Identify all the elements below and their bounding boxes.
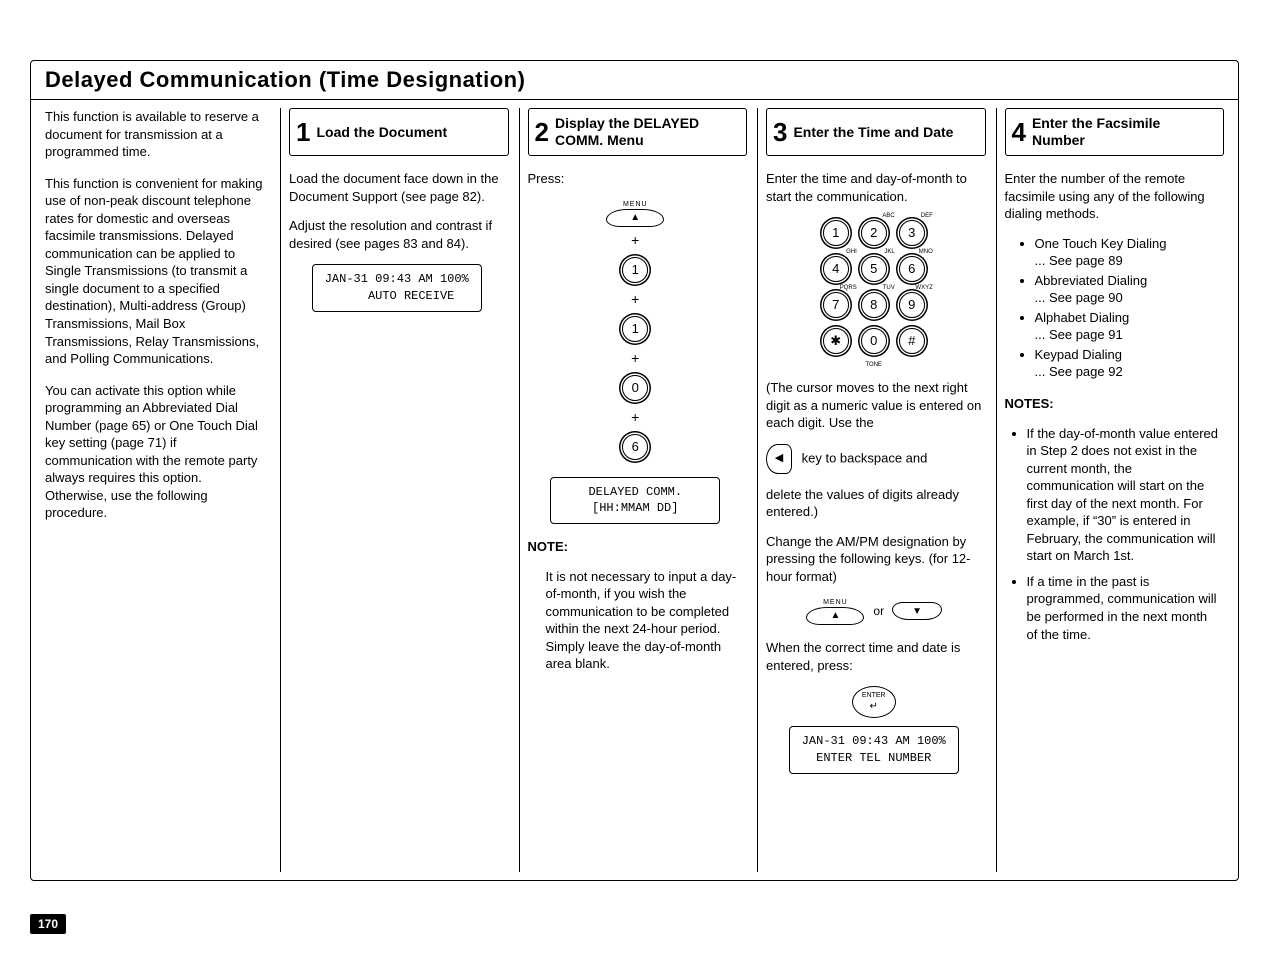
- key-0-icon: 0: [861, 328, 887, 354]
- step1-lcd: JAN-31 09:43 AM 100% AUTO RECEIVE: [312, 264, 482, 312]
- menu-button-icon: MENU ▲: [605, 200, 665, 227]
- step-2-header: 2 Display the DELAYED COMM. Menu: [528, 108, 748, 156]
- key-9-icon: 9WXYZ: [899, 292, 925, 318]
- list-item: Alphabet Dialing... See page 91: [1035, 309, 1221, 344]
- title-row: Delayed Communication (Time Designation): [31, 61, 1238, 100]
- step-4-number: 4: [1012, 119, 1026, 145]
- step4-p1: Enter the number of the remote facsimile…: [1005, 170, 1221, 223]
- key-2-icon: 2ABC: [861, 220, 887, 246]
- menu-label: MENU: [605, 200, 665, 209]
- step2-key-stack: MENU ▲ + 1 + 1 + 0 + 6: [528, 200, 744, 463]
- menu-button-icon: MENU ▲: [805, 598, 865, 625]
- step-1-number: 1: [296, 119, 310, 145]
- key-star-icon: ✱: [823, 328, 849, 354]
- step-2-column: 2 Display the DELAYED COMM. Menu Press: …: [519, 108, 748, 872]
- step3-p2: (The cursor moves to the next right digi…: [766, 379, 982, 432]
- list-item: Keypad Dialing... See page 92: [1035, 346, 1221, 381]
- menu-nav-row: MENU ▲ or ▼: [766, 598, 982, 625]
- notes-list: If the day-of-month value entered in Ste…: [1005, 425, 1221, 644]
- key-6-icon: 6MNO: [899, 256, 925, 282]
- plus-icon: +: [631, 231, 639, 250]
- manual-page-frame: Delayed Communication (Time Designation)…: [30, 60, 1239, 881]
- step-1-header: 1 Load the Document: [289, 108, 509, 156]
- step-4-column: 4 Enter the Facsimile Number Enter the n…: [996, 108, 1225, 872]
- step-1-title: Load the Document: [316, 124, 447, 141]
- step3-p3: key to backspace and: [802, 450, 928, 465]
- key-6-icon: 6: [622, 434, 648, 460]
- step-2-body: Press: MENU ▲ + 1 + 1 + 0 + 6 DELAYED CO…: [528, 170, 748, 685]
- or-text: or: [873, 603, 884, 619]
- step-3-body: Enter the time and day-of-month to start…: [766, 170, 986, 788]
- key-1-icon: 1: [823, 220, 849, 246]
- list-item: If a time in the past is programmed, com…: [1027, 573, 1221, 643]
- menu-label: MENU: [805, 598, 865, 607]
- key-5-icon: 5JKL: [861, 256, 887, 282]
- menu-up-icon: ▲: [806, 607, 864, 625]
- step-4-header: 4 Enter the Facsimile Number: [1005, 108, 1225, 156]
- key-hash-icon: #: [899, 328, 925, 354]
- list-item: If the day-of-month value entered in Ste…: [1027, 425, 1221, 565]
- tone-label: TONE: [766, 361, 982, 369]
- step3-p4: delete the values of digits already ente…: [766, 486, 982, 521]
- left-arrow-key-icon: ◀: [766, 444, 792, 474]
- menu-up-icon: ▲: [606, 209, 664, 227]
- key-7-icon: 7PQRS: [823, 292, 849, 318]
- list-item: One Touch Key Dialing... See page 89: [1035, 235, 1221, 270]
- step2-p1: Press:: [528, 170, 744, 188]
- dial-methods-list: One Touch Key Dialing... See page 89 Abb…: [1005, 235, 1221, 381]
- enter-button-icon: ENTER ↵: [852, 686, 896, 718]
- step-2-title: Display the DELAYED COMM. Menu: [555, 115, 740, 149]
- key-8-icon: 8TUV: [861, 292, 887, 318]
- key-4-icon: 4GHI: [823, 256, 849, 282]
- step3-p6: When the correct time and date is entere…: [766, 639, 982, 674]
- page-number: 170: [30, 914, 66, 934]
- step-3-header: 3 Enter the Time and Date: [766, 108, 986, 156]
- step3-p5: Change the AM/PM designation by pressing…: [766, 533, 982, 586]
- intro-p2: This function is convenient for making u…: [45, 175, 264, 368]
- key-0-icon: 0: [622, 375, 648, 401]
- step1-p2: Adjust the resolution and contrast if de…: [289, 217, 505, 252]
- plus-icon: +: [631, 349, 639, 368]
- step4-notes-heading: NOTES:: [1005, 395, 1221, 413]
- step-1-body: Load the document face down in the Docum…: [289, 170, 509, 326]
- step-2-number: 2: [535, 119, 549, 145]
- numeric-keypad-icon: 1 2ABC 3DEF 4GHI 5JKL 6MNO 7PQRS 8TUV 9W…: [766, 217, 982, 357]
- key-1-icon: 1: [622, 257, 648, 283]
- plus-icon: +: [631, 290, 639, 309]
- intro-column: This function is available to reserve a …: [45, 108, 270, 872]
- step1-p1: Load the document face down in the Docum…: [289, 170, 505, 205]
- step-4-title: Enter the Facsimile Number: [1032, 115, 1217, 149]
- step3-lcd: JAN-31 09:43 AM 100% ENTER TEL NUMBER: [789, 726, 959, 774]
- intro-p3: You can activate this option while progr…: [45, 382, 264, 522]
- plus-icon: +: [631, 408, 639, 427]
- list-item: Abbreviated Dialing... See page 90: [1035, 272, 1221, 307]
- step-3-title: Enter the Time and Date: [793, 124, 953, 141]
- step2-note-heading: NOTE:: [528, 538, 744, 556]
- step-1-column: 1 Load the Document Load the document fa…: [280, 108, 509, 872]
- step2-note-body: It is not necessary to input a day-of-mo…: [528, 568, 744, 673]
- content-row: This function is available to reserve a …: [31, 100, 1238, 880]
- page-title: Delayed Communication (Time Designation): [45, 67, 1224, 93]
- step3-p1: Enter the time and day-of-month to start…: [766, 170, 982, 205]
- step3-backspace-row: ◀ key to backspace and: [766, 444, 982, 474]
- step-3-column: 3 Enter the Time and Date Enter the time…: [757, 108, 986, 872]
- nav-down-icon: ▼: [892, 602, 942, 620]
- step2-lcd: DELAYED COMM. [HH:MMAM DD]: [550, 477, 720, 525]
- enter-arrow-icon: ↵: [870, 700, 878, 714]
- step-4-body: Enter the number of the remote facsimile…: [1005, 170, 1225, 651]
- intro-p1: This function is available to reserve a …: [45, 108, 264, 161]
- enter-label: ENTER: [862, 691, 886, 700]
- key-3-icon: 3DEF: [899, 220, 925, 246]
- step-3-number: 3: [773, 119, 787, 145]
- key-1-icon: 1: [622, 316, 648, 342]
